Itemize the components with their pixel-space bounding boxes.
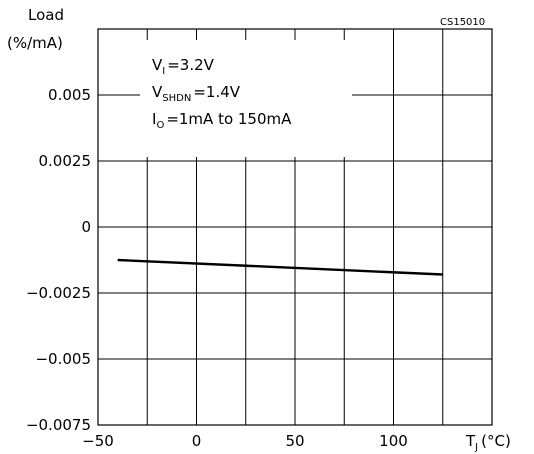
x-tick-label: 100 — [379, 432, 408, 450]
series-lines — [117, 258, 443, 276]
plot-frame — [97, 28, 493, 426]
annotation-value: =3.2V — [167, 56, 214, 74]
y-tick-label: 0.005 — [48, 86, 91, 104]
annotation-line: VI =3.2V — [152, 56, 215, 77]
annotation-subscript: O — [156, 120, 164, 131]
x-axis-label-unit: (°C) — [481, 432, 511, 450]
y-tick-labels: −0.0075 −0.005 −0.0025 0 0.0025 0.005 — [26, 86, 91, 434]
x-axis-label-main: T — [465, 432, 476, 450]
series-line — [117, 258, 443, 276]
y-axis-label-line1: Load — [28, 6, 64, 24]
x-axis-label: TJ (°C) — [465, 432, 511, 453]
x-tick-label: 0 — [192, 432, 202, 450]
annotation-subscript: I — [162, 66, 165, 77]
annotation-value: =1mA to 150mA — [166, 110, 292, 128]
y-axis-label-line2: (%/mA) — [7, 34, 63, 52]
y-tick-label: 0.0025 — [39, 152, 92, 170]
x-tick-label: −50 — [82, 432, 114, 450]
annotation-symbol: I — [152, 110, 156, 128]
figure-id: CS15010 — [440, 17, 485, 28]
annotation-line: IO =1mA to 150mA — [152, 110, 292, 131]
y-tick-label: −0.005 — [35, 350, 91, 368]
annotation-line: VSHDN =1.4V — [152, 83, 241, 104]
x-tick-label: 50 — [285, 432, 304, 450]
annotation-value: =1.4V — [193, 83, 240, 101]
y-tick-label: −0.0075 — [26, 416, 91, 434]
x-tick-labels: −50 0 50 100 — [82, 432, 408, 450]
y-tick-label: 0 — [81, 218, 91, 236]
annotation-symbol: V — [152, 83, 163, 101]
annotation-symbol: V — [152, 56, 163, 74]
y-tick-label: −0.0025 — [26, 284, 91, 302]
annotation-subscript: SHDN — [162, 93, 191, 104]
annotation-box — [140, 40, 352, 157]
x-axis-label-sub: J — [474, 442, 478, 453]
